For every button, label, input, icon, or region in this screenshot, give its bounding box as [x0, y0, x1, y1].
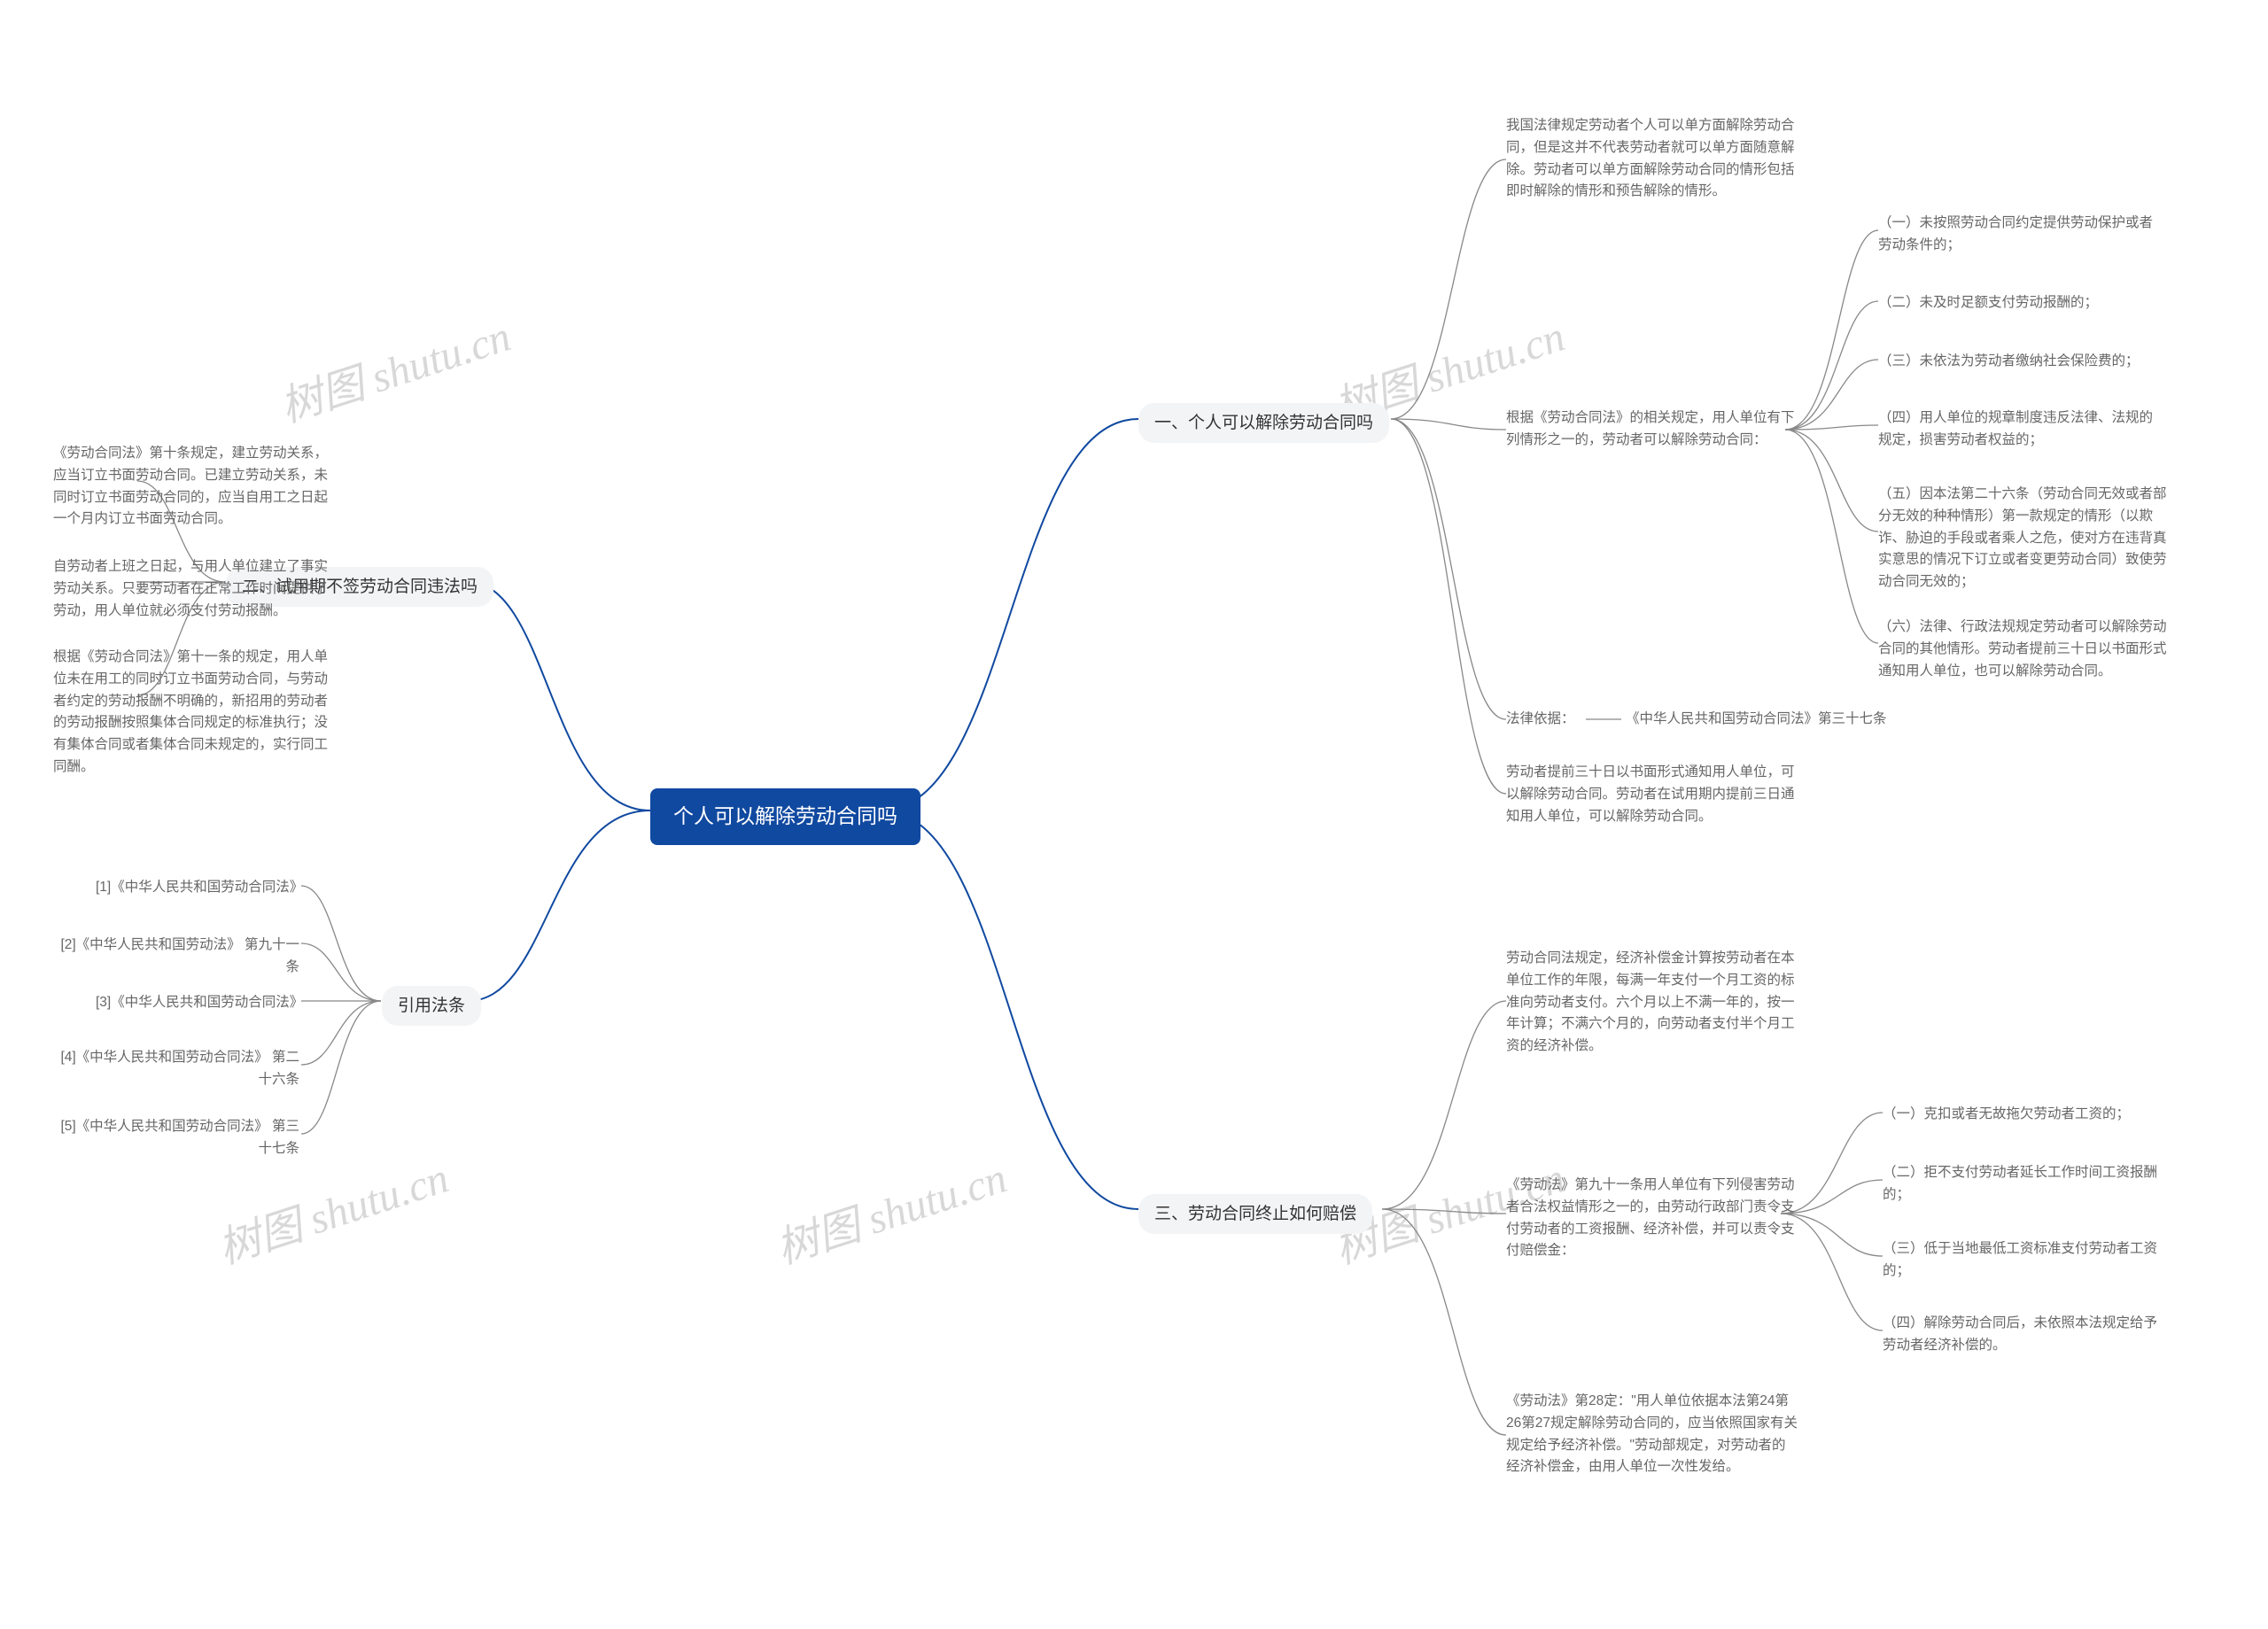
watermark: 树图 shutu.cn — [767, 1143, 1014, 1276]
watermark: 树图 shutu.cn — [209, 1143, 455, 1276]
b1-n2-i1: （一）未按照劳动合同约定提供劳动保护或者劳动条件的； — [1878, 213, 2153, 257]
b4-i1: [1]《中华人民共和国劳动合同法》 — [96, 877, 299, 899]
b1-n2-label: 根据《劳动合同法》的相关规定，用人单位有下列情形之一的，劳动者可以解除劳动合同： — [1506, 407, 1798, 452]
branch-4[interactable]: 引用法条 — [382, 986, 481, 1026]
b3-n2-i3: （三）低于当地最低工资标准支付劳动者工资的； — [1883, 1238, 2157, 1283]
b3-n3: 《劳动法》第28定："用人单位依据本法第24第26第27规定解除劳动合同的，应当… — [1506, 1391, 1798, 1478]
b1-n3-ref: 《中华人民共和国劳动合同法》第三十七条 — [1626, 709, 1887, 731]
b3-n2-label: 《劳动法》第九十一条用人单位有下列侵害劳动者合法权益情形之一的，由劳动行政部门责… — [1506, 1175, 1798, 1262]
b1-n2-i2: （二）未及时足额支付劳动报酬的； — [1878, 292, 2098, 314]
b1-n2-i6: （六）法律、行政法规规定劳动者可以解除劳动合同的其他情形。劳动者提前三十日以书面… — [1878, 617, 2171, 682]
b1-n2-i3: （三）未依法为劳动者缴纳社会保险费的； — [1878, 351, 2140, 373]
b4-i4: [4]《中华人民共和国劳动合同法》 第二十六条 — [51, 1047, 299, 1091]
branch-3[interactable]: 三、劳动合同终止如何赔偿 — [1138, 1194, 1372, 1234]
b2-n2: 自劳动者上班之日起，与用人单位建立了事实劳动关系。只要劳动者在正常工作时间提供了… — [53, 556, 337, 622]
b3-n1: 劳动合同法规定，经济补偿金计算按劳动者在本单位工作的年限，每满一年支付一个月工资… — [1506, 948, 1798, 1058]
b1-n2-i4: （四）用人单位的规章制度违反法律、法规的规定，损害劳动者权益的； — [1878, 407, 2153, 452]
b4-i3: [3]《中华人民共和国劳动合同法》 — [96, 992, 299, 1014]
b3-n2-i1: （一）克扣或者无故拖欠劳动者工资的； — [1883, 1104, 2130, 1126]
branch-1[interactable]: 一、个人可以解除劳动合同吗 — [1138, 403, 1389, 443]
root-node[interactable]: 个人可以解除劳动合同吗 — [650, 788, 920, 845]
b3-n2-i2: （二）拒不支付劳动者延长工作时间工资报酬的； — [1883, 1162, 2157, 1206]
b1-n4: 劳动者提前三十日以书面形式通知用人单位，可以解除劳动合同。劳动者在试用期内提前三… — [1506, 762, 1798, 827]
b2-n1: 《劳动合同法》第十条规定，建立劳动关系，应当订立书面劳动合同。已建立劳动关系，未… — [53, 443, 337, 531]
watermark: 树图 shutu.cn — [271, 301, 517, 434]
b2-n3: 根据《劳动合同法》第十一条的规定，用人单位未在用工的同时订立书面劳动合同，与劳动… — [53, 647, 337, 779]
b3-n2-i4: （四）解除劳动合同后，未依照本法规定给予劳动者经济补偿的。 — [1883, 1313, 2157, 1357]
b1-n1: 我国法律规定劳动者个人可以单方面解除劳动合同，但是这并不代表劳动者就可以单方面随… — [1506, 115, 1798, 203]
b4-i2: [2]《中华人民共和国劳动法》 第九十一条 — [51, 935, 299, 979]
b4-i5: [5]《中华人民共和国劳动合同法》 第三十七条 — [51, 1116, 299, 1160]
b1-n3-label: 法律依据： — [1506, 709, 1575, 731]
b1-n2-i5: （五）因本法第二十六条（劳动合同无效或者部分无效的种种情形）第一款规定的情形（以… — [1878, 484, 2171, 593]
